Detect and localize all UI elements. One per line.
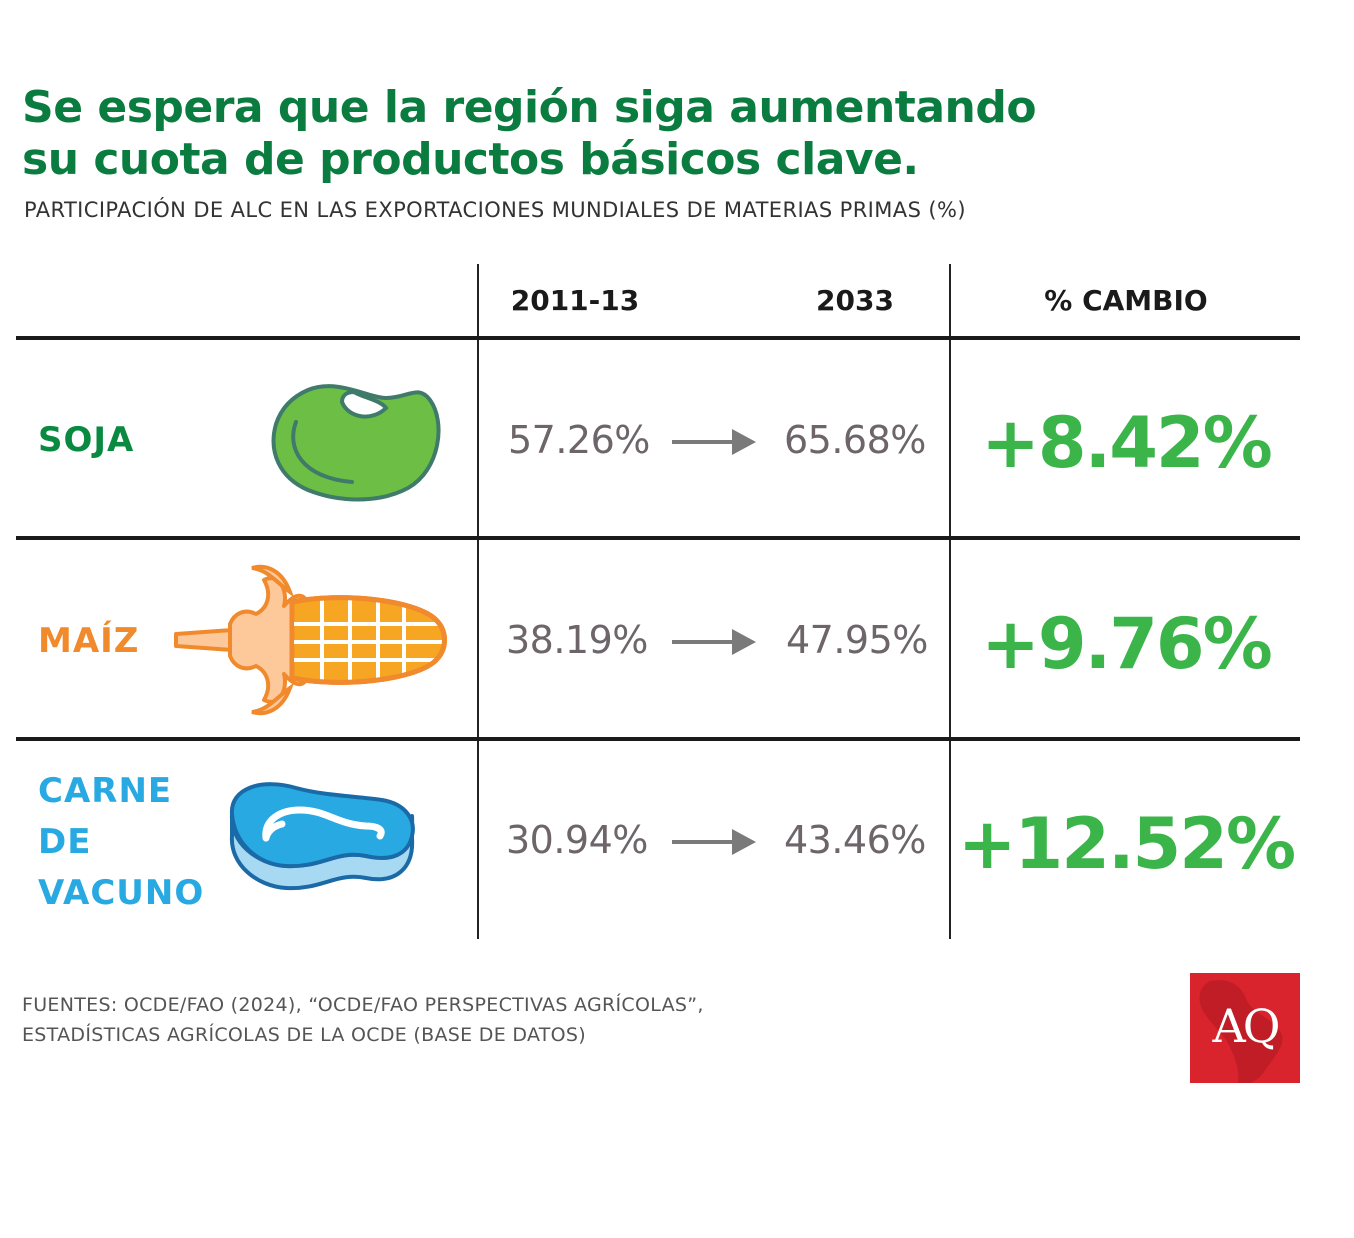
value-2033-maiz: 47.95% (786, 618, 928, 662)
row-rule-2 (16, 737, 1300, 741)
row-label-carne: CARNE DE VACUNO (38, 766, 204, 919)
map-silhouette-icon (1199, 980, 1283, 1083)
beef-icon (229, 782, 415, 891)
column-header-2033: 2033 (816, 284, 894, 317)
column-divider-1 (477, 264, 479, 939)
row-label-maiz-text: MAÍZ (38, 621, 140, 661)
source-note: FUENTES: OCDE/FAO (2024), “OCDE/FAO PERS… (22, 990, 704, 1050)
row-label-maiz: MAÍZ (38, 616, 139, 667)
title-line-2: su cuota de productos básicos clave. (22, 134, 919, 185)
row-label-carne-line2: DE (38, 822, 92, 862)
change-maiz: +9.76% (981, 603, 1273, 685)
corn-icon (174, 564, 447, 716)
arrow-icon (672, 629, 756, 655)
value-2011-carne: 30.94% (506, 818, 648, 862)
change-carne: +12.52% (957, 803, 1296, 885)
value-2011-maiz: 38.19% (506, 618, 648, 662)
value-2011-soja: 57.26% (508, 418, 650, 462)
column-divider-2 (949, 264, 951, 939)
logo-text: AQ (1212, 999, 1281, 1053)
arrow-icon (672, 429, 756, 455)
chart-subtitle: PARTICIPACIÓN DE ALC EN LAS EXPORTACIONE… (24, 198, 966, 222)
row-label-soja-text: SOJA (38, 420, 135, 460)
column-header-2011: 2011-13 (510, 284, 640, 317)
source-line-1: FUENTES: OCDE/FAO (2024), “OCDE/FAO PERS… (22, 994, 704, 1016)
row-label-carne-line3: VACUNO (38, 873, 205, 913)
source-line-2: ESTADÍSTICAS AGRÍCOLAS DE LA OCDE (BASE … (22, 1024, 587, 1046)
row-label-carne-line1: CARNE (38, 771, 173, 811)
value-2033-soja: 65.68% (784, 418, 926, 462)
chart-title: Se espera que la región siga aumentando … (22, 82, 1122, 186)
title-line-1: Se espera que la región siga aumentando (22, 82, 1037, 133)
row-label-soja: SOJA (38, 415, 134, 466)
column-header-change: % CAMBIO (1044, 284, 1208, 317)
value-2033-carne: 43.46% (784, 818, 926, 862)
header-rule (16, 336, 1300, 340)
soybean-icon (271, 384, 441, 502)
aq-logo: AQ (1190, 973, 1300, 1083)
change-soja: +8.42% (981, 402, 1273, 484)
arrow-icon (672, 829, 756, 855)
row-rule-1 (16, 536, 1300, 540)
